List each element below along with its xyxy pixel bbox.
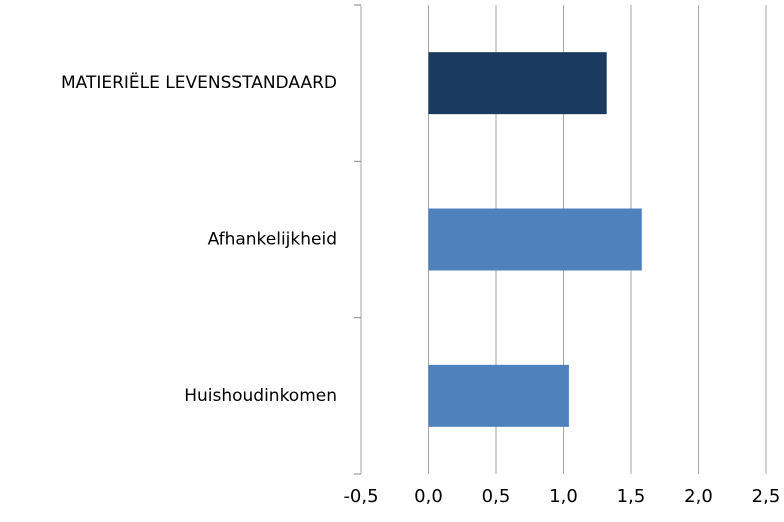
- y-tick-label: Huishoudinkomen: [184, 386, 337, 406]
- x-tick-label: 0,5: [482, 486, 511, 507]
- bar: [428, 208, 642, 271]
- x-tick-label: 0,0: [414, 486, 443, 507]
- bar: [428, 52, 607, 115]
- bar: [428, 364, 569, 427]
- x-tick-label: 2,0: [684, 486, 713, 507]
- x-tick-label: 1,5: [617, 486, 646, 507]
- y-tick-label: MATIERIËLE LEVENSSTANDAARD: [61, 72, 337, 93]
- x-tick-label: 1,0: [549, 486, 578, 507]
- x-tick-label: 2,5: [752, 486, 781, 507]
- x-tick-label: -0,5: [343, 486, 378, 507]
- y-tick-label: Afhankelijkheid: [208, 230, 337, 250]
